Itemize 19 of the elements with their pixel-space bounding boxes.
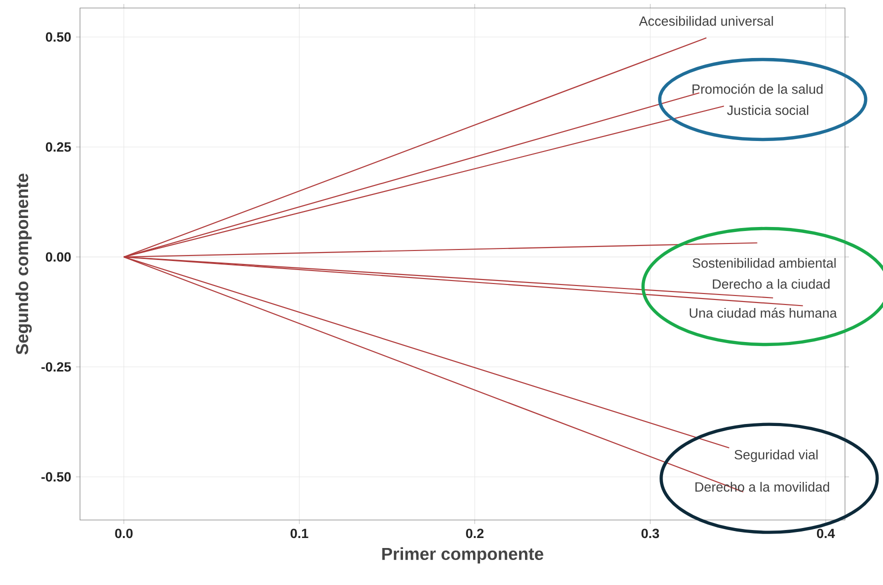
y-axis-title: Segundo componente <box>16 174 32 354</box>
series-label: Sostenibilidad ambiental <box>692 258 836 268</box>
y-tick-label: -0.50 <box>41 472 71 482</box>
x-tick-label: 0.3 <box>641 528 660 538</box>
y-tick-label: 0.50 <box>46 32 71 42</box>
x-tick-label: 0.4 <box>816 528 835 538</box>
x-tick-label: 0.1 <box>290 528 308 538</box>
x-tick-label: 0.0 <box>115 528 133 538</box>
series-label: Derecho a la ciudad <box>712 278 830 289</box>
y-tick-label: 0.00 <box>46 252 71 262</box>
series-label: Accesibilidad universal <box>638 16 773 26</box>
x-axis-title: Primer componente <box>382 547 544 564</box>
series-label: Seguridad vial <box>734 450 818 462</box>
series-label: Promoción de la salud <box>692 84 823 94</box>
y-tick-label: -0.25 <box>41 362 71 372</box>
y-tick-label: 0.25 <box>46 142 71 152</box>
series-label: Justicia social <box>727 105 808 115</box>
series-label: Una ciudad más humana <box>690 308 837 318</box>
x-tick-label: 0.2 <box>466 528 484 538</box>
